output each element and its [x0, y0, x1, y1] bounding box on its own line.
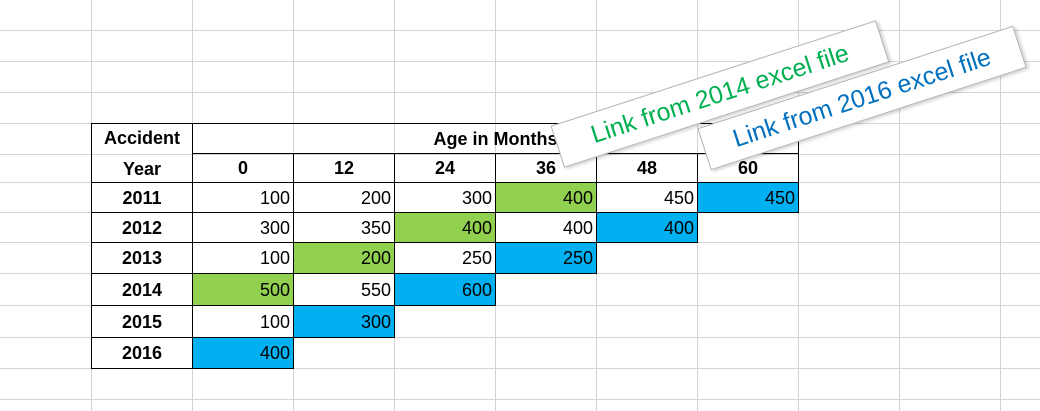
gridline	[0, 337, 1040, 338]
value-cell[interactable]: 400	[495, 212, 597, 243]
accident-year-header[interactable]: Accident Year	[91, 123, 193, 183]
gridline	[0, 368, 1040, 369]
accident-year-header-top: Accident	[103, 127, 181, 148]
gridline	[0, 30, 1040, 31]
value-cell[interactable]: 550	[293, 273, 395, 306]
age-header-0[interactable]: 0	[192, 153, 294, 183]
value-cell[interactable]: 250	[394, 242, 496, 274]
gridline	[0, 92, 1040, 93]
gridline	[0, 154, 1040, 155]
value-cell[interactable]: 300	[394, 182, 496, 213]
gridline	[1000, 0, 1001, 411]
value-cell[interactable]: 200	[293, 182, 395, 213]
gridline	[0, 61, 1040, 62]
value-cell[interactable]: 100	[192, 182, 294, 213]
accident-year-header-bottom: Year	[122, 158, 162, 179]
year-cell-2011[interactable]: 2011	[91, 182, 193, 213]
value-cell-blue[interactable]: 600	[394, 273, 496, 306]
gridline	[0, 399, 1040, 400]
value-cell[interactable]: 300	[192, 212, 294, 243]
gridline	[0, 305, 1040, 306]
gridline	[899, 0, 900, 411]
age-header-24[interactable]: 24	[394, 153, 496, 183]
value-cell[interactable]: 100	[192, 305, 294, 338]
year-cell-2016[interactable]: 2016	[91, 337, 193, 369]
value-cell-blue[interactable]: 450	[697, 182, 799, 213]
value-cell-blue[interactable]: 400	[596, 212, 698, 243]
value-cell-green[interactable]: 200	[293, 242, 395, 274]
value-cell[interactable]: 350	[293, 212, 395, 243]
value-cell-green[interactable]: 400	[394, 212, 496, 243]
value-cell-blue[interactable]: 250	[495, 242, 597, 274]
value-cell-blue[interactable]: 400	[192, 337, 294, 369]
value-cell-green[interactable]: 400	[495, 182, 597, 213]
year-cell-2012[interactable]: 2012	[91, 212, 193, 243]
value-cell-green[interactable]: 500	[192, 273, 294, 306]
age-header-48[interactable]: 48	[596, 153, 698, 183]
age-in-months-label: Age in Months	[433, 128, 558, 149]
value-cell-blue[interactable]: 300	[293, 305, 395, 338]
year-cell-2013[interactable]: 2013	[91, 242, 193, 274]
age-header-12[interactable]: 12	[293, 153, 395, 183]
year-cell-2015[interactable]: 2015	[91, 305, 193, 338]
value-cell[interactable]: 100	[192, 242, 294, 274]
value-cell[interactable]: 450	[596, 182, 698, 213]
year-cell-2014[interactable]: 2014	[91, 273, 193, 306]
